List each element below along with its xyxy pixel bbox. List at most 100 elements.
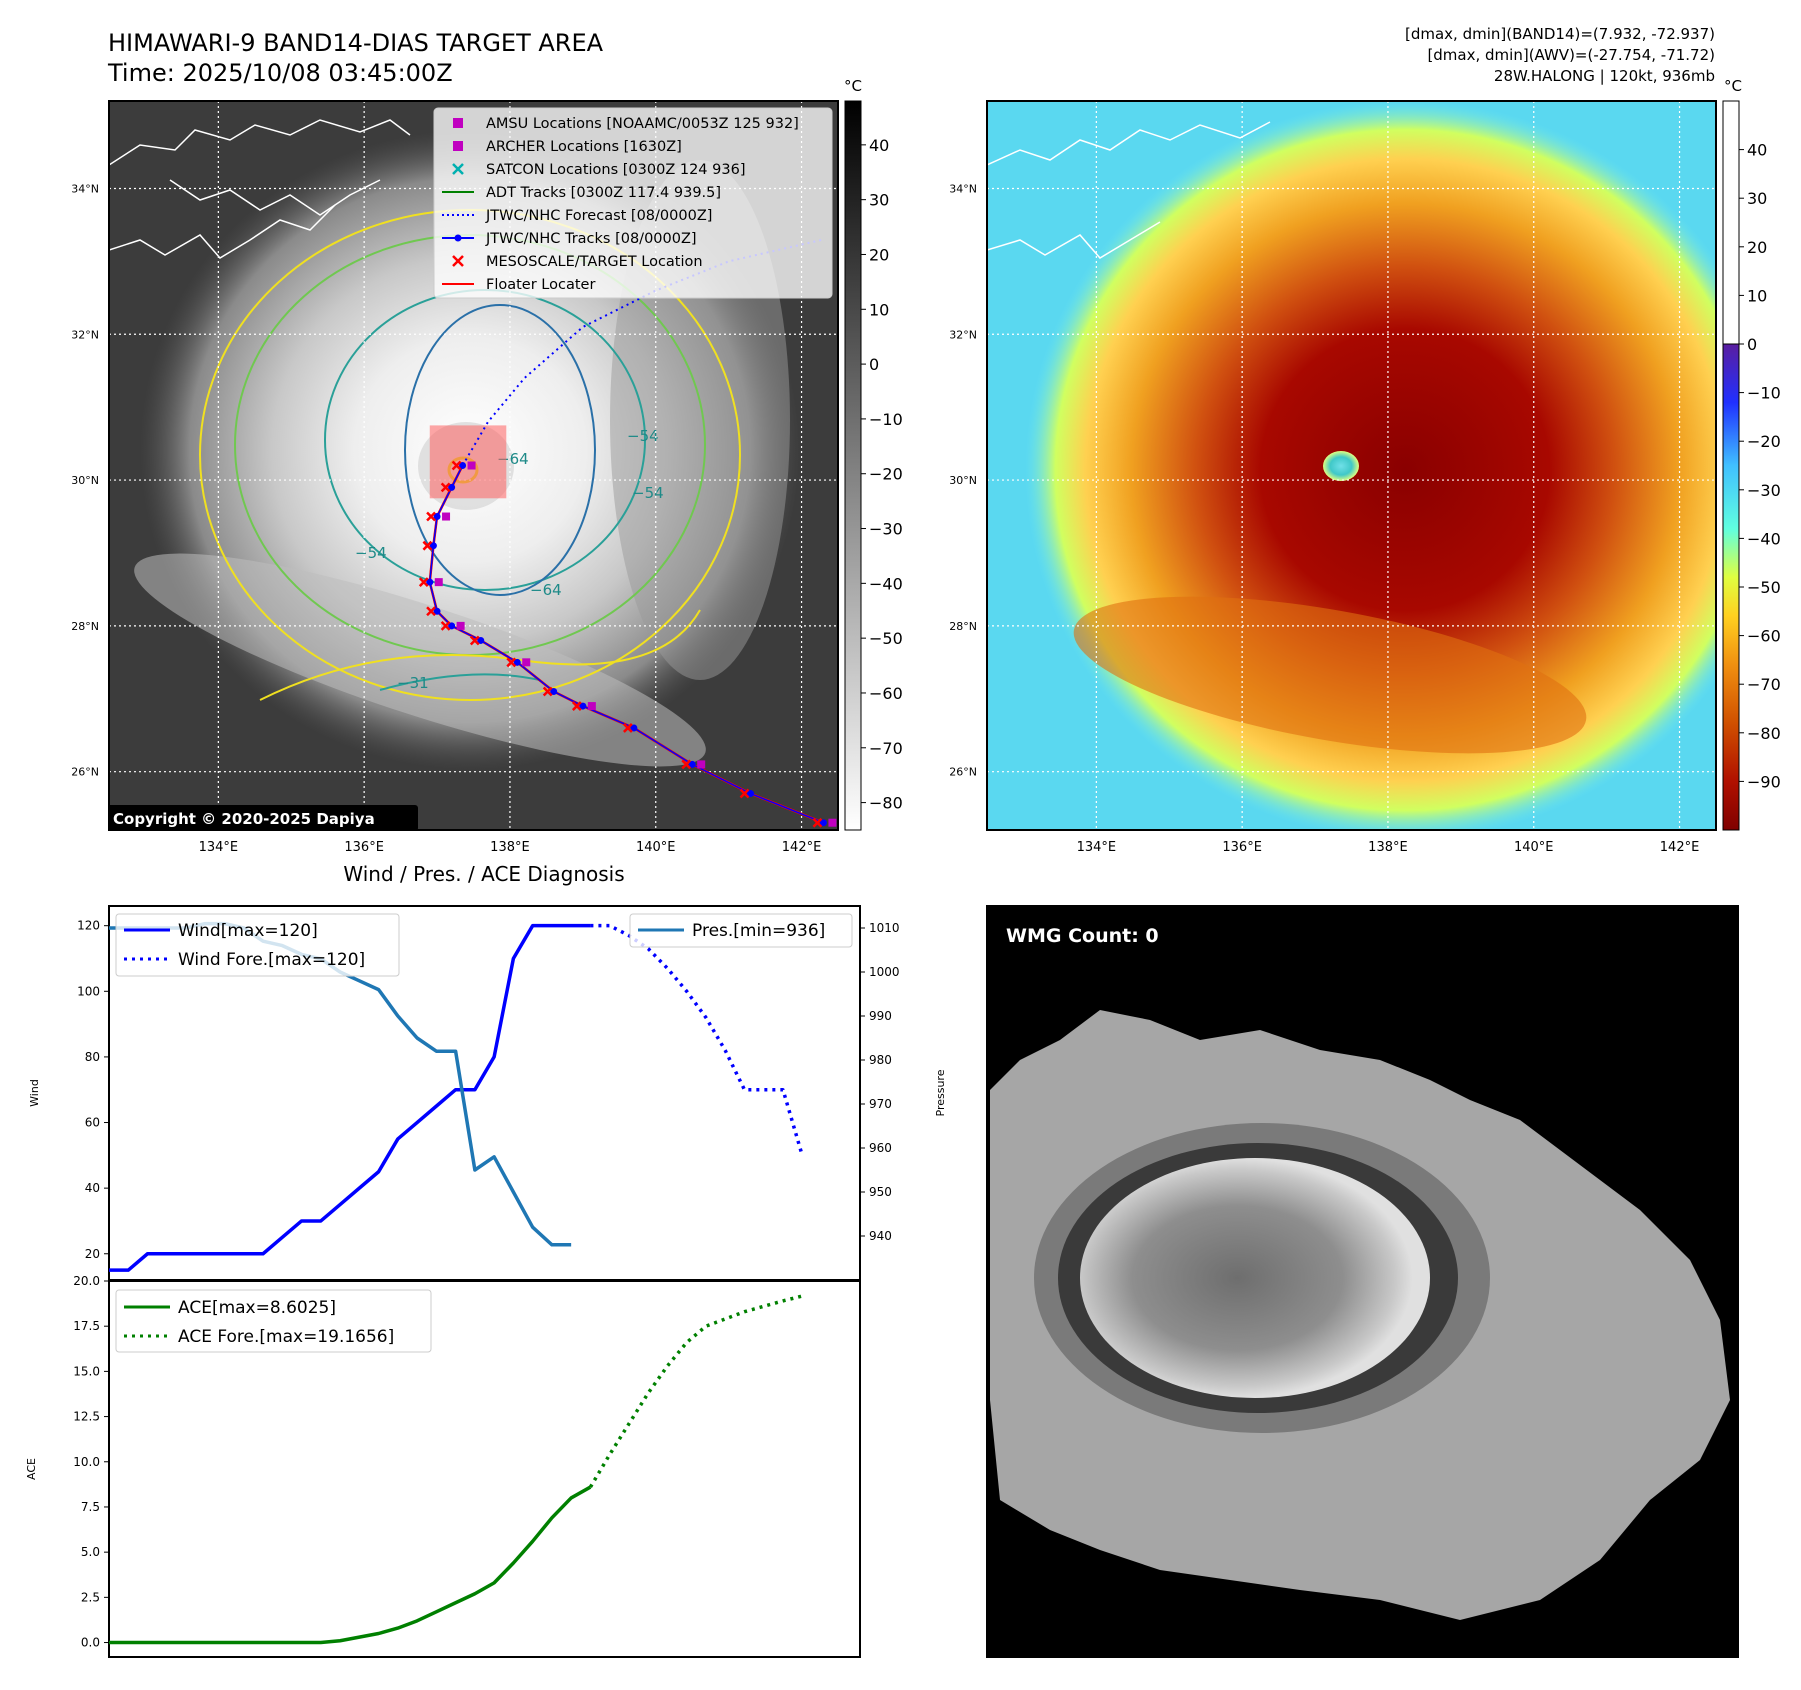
right-colorbar-tick-label: −10 xyxy=(1747,384,1781,403)
jtwc-track-point xyxy=(819,819,827,827)
left-colorbar-tick-label: −70 xyxy=(869,739,903,758)
wind-pressure-chart: 20 40 60 80 100 120 940 950 960 970 980 990 1000 101… xyxy=(28,905,947,1281)
coastline-japan-west xyxy=(109,119,411,166)
ace-fore-legend-label: ACE Fore.[max=19.1656] xyxy=(178,1327,394,1347)
right-colorbar-tick-label: −90 xyxy=(1747,772,1781,791)
legend-label: AMSU Locations [NOAAMC/0053Z 125 932] xyxy=(486,116,799,132)
right-coastline-south xyxy=(987,221,1161,259)
pressure-ytick-label: 960 xyxy=(869,1141,892,1155)
mesoscale-target-marker xyxy=(422,540,433,551)
right-lat-label: 28°N xyxy=(949,620,977,633)
jtwc-track-point xyxy=(513,658,521,666)
right-lat-label: 34°N xyxy=(949,182,977,195)
legend-x-marker xyxy=(452,163,464,175)
pres-legend-box xyxy=(629,913,853,948)
mesoscale-target-marker xyxy=(739,788,750,799)
legend-x-marker xyxy=(452,255,464,267)
left-colorbar-tick-label: −40 xyxy=(869,574,903,593)
left-colorbar: °C 40 30 20 10 0 −10 −20 −30 −40 −50 −60 −70 −80 xyxy=(844,77,903,831)
left-lat-label: 28°N xyxy=(71,620,99,633)
left-map-frame xyxy=(108,100,839,831)
contour-inner-blue xyxy=(404,304,596,596)
left-colorbar-tick-label: 10 xyxy=(869,300,889,319)
right-eye xyxy=(1323,451,1359,481)
wind-legend: Wind[max=120] Wind Fore.[max=120] Pres.[… xyxy=(115,913,853,977)
right-lon-label: 134°E xyxy=(1077,840,1117,855)
amsu-location-marker xyxy=(587,702,596,711)
pressure-ytick-label: 970 xyxy=(869,1097,892,1111)
contour-south-band-2 xyxy=(379,673,541,691)
wind-ylabel: Wind xyxy=(28,1079,41,1107)
coastline-japan-south xyxy=(109,204,336,259)
right-colorbar-tick-label: −80 xyxy=(1747,724,1781,743)
wind-legend-label: Wind[max=120] xyxy=(178,921,318,941)
right-colorbar-tick-label: −50 xyxy=(1747,578,1781,597)
left-colorbar-tick-label: −80 xyxy=(869,794,903,813)
left-colorbar-tick-label: −50 xyxy=(869,629,903,648)
jtwc-track-point xyxy=(688,760,696,768)
mesoscale-target-marker xyxy=(440,620,451,631)
right-colorbar-tick-label: 20 xyxy=(1747,238,1767,257)
left-colorbar-unit: °C xyxy=(844,77,862,95)
wind-ytick-label: 80 xyxy=(85,1050,100,1064)
wind-ytick-label: 40 xyxy=(85,1181,100,1195)
mesoscale-target-marker xyxy=(622,723,633,733)
left-colorbar-tick-label: −60 xyxy=(869,684,903,703)
left-lon-label: 142°E xyxy=(782,840,822,855)
wind-fore-legend-label: Wind Fore.[max=120] xyxy=(178,950,365,970)
wmg-label-background xyxy=(998,920,1176,950)
jtwc-track-point xyxy=(630,724,638,732)
mesoscale-target-marker xyxy=(418,577,429,588)
right-colorbar-lower xyxy=(1722,343,1740,831)
coastline-peninsula xyxy=(169,179,381,216)
ace-ytick-label: 12.5 xyxy=(73,1410,100,1424)
mesoscale-target-marker xyxy=(426,606,436,617)
jtwc-track-point xyxy=(433,607,441,615)
amsu-location-marker xyxy=(522,658,531,667)
amsu-location-marker xyxy=(434,578,443,587)
legend-square-marker xyxy=(453,118,463,128)
left-lon-label: 134°E xyxy=(199,840,239,855)
wind-ytick-label: 100 xyxy=(77,984,100,998)
left-colorbar-tick-label: −10 xyxy=(869,410,903,429)
wind-ytick-label: 20 xyxy=(85,1247,100,1261)
copyright-text: Copyright © 2020-2025 Dapiya xyxy=(113,810,375,828)
legend-square-marker xyxy=(453,141,463,151)
jtwc-track-point xyxy=(579,702,587,710)
jtwc-track-point xyxy=(426,578,434,586)
left-lat-label: 32°N xyxy=(71,328,99,341)
ace-ytick-label: 2.5 xyxy=(81,1590,100,1604)
left-lon-label: 140°E xyxy=(636,840,676,855)
jtwc-track-point xyxy=(448,483,456,491)
jtwc-track-point xyxy=(448,622,456,630)
legend-label: ADT Tracks [0300Z 117.4 939.5] xyxy=(486,185,721,201)
pressure-ylabel: Pressure xyxy=(934,1069,947,1116)
amsu-location-marker xyxy=(456,621,465,630)
left-colorbar-tick-label: −20 xyxy=(869,465,903,484)
right-colorbar-tick-label: 40 xyxy=(1747,141,1767,160)
amsu-location-marker xyxy=(828,818,837,827)
legend-label: ARCHER Locations [1630Z] xyxy=(486,139,682,155)
left-lat-label: 30°N xyxy=(71,474,99,487)
pressure-ytick-label: 980 xyxy=(869,1053,892,1067)
right-coastline-north xyxy=(987,121,1271,166)
legend-label: JTWC/NHC Forecast [08/0000Z] xyxy=(485,208,712,224)
wind-ytick-label: 60 xyxy=(85,1116,100,1130)
ace-ytick-label: 7.5 xyxy=(81,1500,100,1514)
pressure-ytick-label: 1000 xyxy=(869,965,900,979)
wmg-core xyxy=(1080,1158,1430,1398)
ace-legend-label: ACE[max=8.6025] xyxy=(178,1298,336,1318)
legend-label: JTWC/NHC Tracks [08/0000Z] xyxy=(485,231,697,247)
wmg-image: WMG Count: 0 xyxy=(986,905,1739,1658)
ace-ytick-label: 0.0 xyxy=(81,1636,100,1650)
right-lat-label: 32°N xyxy=(949,328,977,341)
left-lat-label: 34°N xyxy=(71,182,99,195)
jtwc-track-point xyxy=(550,687,558,695)
series-line xyxy=(109,1485,592,1645)
ace-ytick-label: 10.0 xyxy=(73,1455,100,1469)
ace-ylabel: ACE xyxy=(25,1458,38,1480)
figure-time: Time: 2025/10/08 03:45:00Z xyxy=(107,59,453,87)
storm-info: 28W.HALONG | 120kt, 936mb xyxy=(1494,67,1715,85)
ace-legend: ACE[max=8.6025] ACE Fore.[max=19.1656] xyxy=(115,1289,432,1353)
legend-label: MESOSCALE/TARGET Location xyxy=(486,254,703,270)
